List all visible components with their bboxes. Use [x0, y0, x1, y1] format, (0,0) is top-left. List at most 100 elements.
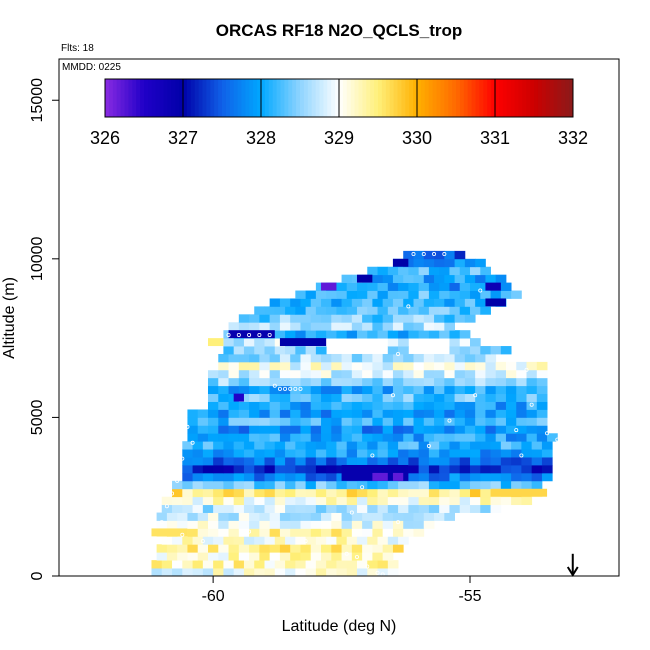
heatmap-cell [264, 338, 276, 347]
heatmap-cell [228, 361, 240, 371]
heatmap-cell [454, 377, 466, 387]
heatmap-cell [264, 441, 276, 450]
heatmap-cell [413, 512, 425, 521]
heatmap-cell [197, 544, 209, 553]
heatmap-cell [382, 369, 394, 379]
heatmap-cell [516, 377, 527, 387]
heatmap-cell [346, 441, 358, 450]
heatmap-cell [218, 393, 229, 402]
heatmap-cell [331, 393, 342, 402]
colorbar-segment [292, 79, 297, 117]
heatmap-cell [526, 417, 538, 426]
heatmap-cell [238, 385, 250, 395]
colorbar-segment [268, 79, 274, 117]
heatmap-cell [166, 520, 178, 529]
heatmap-cell [331, 520, 342, 529]
heatmap-cell [387, 346, 399, 355]
heatmap-cell [356, 496, 368, 506]
heatmap-cell [274, 496, 286, 506]
heatmap-cell [449, 464, 461, 474]
heatmap-cell [423, 377, 435, 387]
heatmap-cell [285, 449, 296, 458]
colorbar-segment [479, 79, 484, 117]
heatmap-cell [526, 409, 538, 418]
heatmap-cell [300, 401, 312, 410]
heatmap-cell [372, 298, 384, 307]
heatmap-cell [249, 314, 260, 323]
heatmap-cell [202, 504, 214, 513]
heatmap-cell [321, 544, 332, 553]
heatmap-cell [470, 457, 481, 466]
heatmap-cell [464, 369, 476, 379]
flight-track-point [354, 554, 359, 559]
colorbar-segment [190, 79, 196, 117]
heatmap-cell [377, 480, 389, 490]
heatmap-cell [249, 512, 260, 521]
heatmap-cell [202, 449, 214, 458]
heatmap-cell [408, 496, 420, 506]
heatmap-cell [367, 504, 378, 513]
heatmap-cell [408, 266, 420, 276]
flight-track-point [529, 402, 534, 407]
colorbar-segment [108, 79, 114, 117]
heatmap-cell [459, 480, 471, 490]
heatmap-cell [336, 330, 348, 339]
heatmap-cell [480, 488, 491, 498]
flight-track-point [185, 424, 190, 429]
heatmap-cell [269, 369, 281, 379]
heatmap-cell [279, 544, 291, 553]
heatmap-cell [156, 520, 168, 529]
heatmap-cell [526, 393, 538, 402]
heatmap-cell [172, 480, 183, 490]
colorbar-segment [459, 79, 465, 117]
heatmap-cell [254, 346, 265, 355]
heatmap-cell [279, 361, 291, 371]
heatmap-cell [305, 290, 317, 299]
heatmap-cell [223, 536, 235, 545]
heatmap-cell [398, 346, 409, 355]
heatmap-cell [341, 552, 353, 561]
heatmap-cell [295, 330, 307, 339]
heatmap-cell [228, 552, 240, 561]
heatmap-cell [444, 274, 455, 284]
colorbar-segment [444, 79, 449, 117]
heatmap-cell [464, 401, 476, 410]
flight-track-point [390, 393, 395, 398]
heatmap-cell [295, 346, 307, 355]
colorbar-segment [218, 79, 223, 117]
heatmap-cell [228, 377, 240, 387]
colorbar-segment [225, 79, 231, 117]
heatmap-cell [454, 401, 466, 410]
heatmap-cell [326, 480, 337, 490]
heatmap-cell [238, 369, 250, 379]
heatmap-cell [480, 496, 491, 506]
heatmap-cell [377, 290, 389, 299]
heatmap-cell [377, 282, 389, 291]
heatmap-cell [475, 353, 486, 363]
heatmap-cell [418, 488, 430, 498]
heatmap-cell [444, 512, 455, 521]
heatmap-cell [423, 385, 435, 395]
heatmap-cell [480, 457, 491, 466]
heatmap-cell [526, 425, 538, 434]
colorbar-segment [385, 79, 391, 117]
heatmap-cell [218, 425, 229, 434]
colorbar-segment [206, 79, 211, 117]
heatmap-cell [449, 449, 461, 458]
colorbar-segment [323, 79, 328, 117]
heatmap-cell [254, 449, 265, 458]
heatmap-cell [326, 560, 337, 569]
heatmap-cell [218, 361, 229, 371]
heatmap-cell [444, 393, 455, 402]
flight-track-point [226, 332, 231, 337]
heatmap-cell [367, 488, 378, 498]
heatmap-cell [387, 290, 399, 299]
heatmap-cell [454, 433, 466, 442]
heatmap-cell [403, 298, 414, 307]
heatmap-cell [536, 369, 548, 379]
heatmap-cell [470, 488, 481, 498]
heatmap-cell [192, 560, 204, 569]
flight-track-point [175, 478, 180, 483]
heatmap-cell [274, 464, 286, 474]
heatmap-cell [238, 425, 250, 434]
